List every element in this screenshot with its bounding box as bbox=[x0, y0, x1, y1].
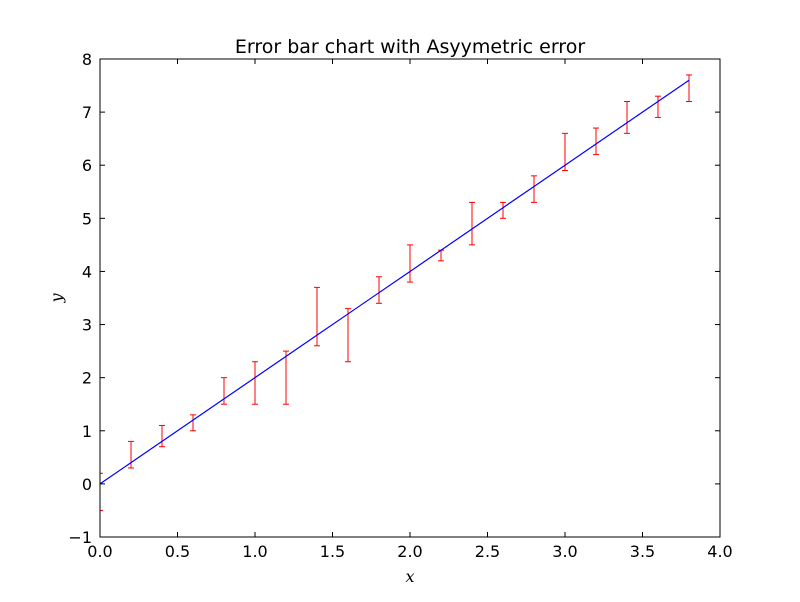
x-tick-label: 3.5 bbox=[630, 542, 655, 561]
y-tick-label: 1 bbox=[82, 422, 92, 441]
y-tick-label: 0 bbox=[82, 475, 92, 494]
x-axis-ticks: 0.0 0.5 1.0 1.5 2.0 2.5 3.0 3.5 4.0 bbox=[87, 59, 733, 561]
x-tick-label: 2.5 bbox=[475, 542, 500, 561]
x-tick-label: 0.0 bbox=[87, 542, 112, 561]
x-tick-label: 1.5 bbox=[320, 542, 345, 561]
y-tick-label: 5 bbox=[82, 209, 92, 228]
x-tick-label: 1.0 bbox=[242, 542, 267, 561]
x-tick-label: 2.0 bbox=[397, 542, 422, 561]
y-tick-label: 8 bbox=[82, 50, 92, 69]
y-tick-label: 2 bbox=[82, 369, 92, 388]
y-tick-label: 6 bbox=[82, 156, 92, 175]
x-axis-label: x bbox=[405, 567, 414, 586]
y-axis-label: y bbox=[47, 293, 66, 304]
y-tick-label: 4 bbox=[82, 262, 92, 281]
x-tick-label: 0.5 bbox=[165, 542, 190, 561]
x-tick-label: 4.0 bbox=[707, 542, 732, 561]
y-tick-label: 7 bbox=[82, 103, 92, 122]
chart-title: Error bar chart with Asyymetric error bbox=[235, 36, 585, 58]
series-line bbox=[100, 79, 690, 485]
data-layer bbox=[100, 74, 692, 511]
x-tick-label: 3.0 bbox=[552, 542, 577, 561]
plot-area bbox=[99, 58, 721, 538]
y-axis-ticks: −1 0 1 2 3 4 5 6 7 8 bbox=[68, 50, 720, 547]
y-tick-label: 3 bbox=[82, 316, 92, 335]
y-tick-label: −1 bbox=[68, 528, 92, 547]
